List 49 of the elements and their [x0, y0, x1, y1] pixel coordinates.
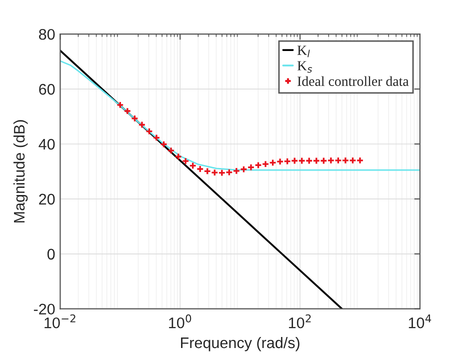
legend-label: Ideal controller data	[298, 76, 409, 86]
y-tick-label: 60	[39, 84, 55, 95]
point	[247, 164, 255, 172]
point	[204, 167, 212, 175]
y-tick-label: -20	[34, 304, 55, 315]
point	[130, 114, 138, 122]
point	[290, 156, 298, 165]
point	[145, 128, 154, 136]
point	[240, 165, 248, 174]
point	[348, 156, 357, 164]
point	[218, 169, 226, 177]
point	[182, 157, 190, 165]
x-tick-label: 10$^{2}$	[288, 314, 311, 328]
x-tick-label: 10$^{4}$	[408, 314, 432, 328]
point	[210, 168, 218, 176]
point	[305, 156, 313, 165]
point	[342, 156, 350, 164]
point	[116, 101, 124, 109]
point	[196, 165, 204, 173]
y-tick-label: 20	[39, 194, 55, 205]
point	[160, 140, 168, 148]
point	[262, 160, 270, 168]
x-tick-label: 10$^{0}$	[169, 314, 192, 328]
legend-label: K$_{l}$	[297, 46, 310, 58]
point	[189, 162, 197, 170]
point	[124, 107, 132, 115]
point	[232, 167, 240, 175]
point	[138, 120, 146, 129]
point	[356, 156, 364, 164]
point	[320, 156, 328, 165]
point	[254, 161, 262, 169]
point	[167, 146, 175, 154]
legend-label: K$_{s}$	[297, 61, 312, 73]
point	[334, 156, 342, 164]
point	[225, 168, 233, 176]
point	[276, 158, 284, 166]
point	[174, 152, 182, 160]
x-tick-label: 10$^{−2}$	[44, 314, 76, 328]
point	[327, 156, 335, 164]
y-axis-title: Magnitude (dB)	[13, 120, 28, 222]
point	[152, 134, 160, 142]
point	[312, 156, 320, 165]
y-tick-label: 0	[47, 248, 55, 260]
point	[284, 158, 292, 166]
y-tick-label: 80	[39, 28, 55, 40]
point	[269, 158, 277, 166]
y-tick-label: 40	[38, 138, 55, 150]
point	[298, 156, 306, 165]
x-axis-title: Frequency (rad/s)	[181, 336, 300, 352]
